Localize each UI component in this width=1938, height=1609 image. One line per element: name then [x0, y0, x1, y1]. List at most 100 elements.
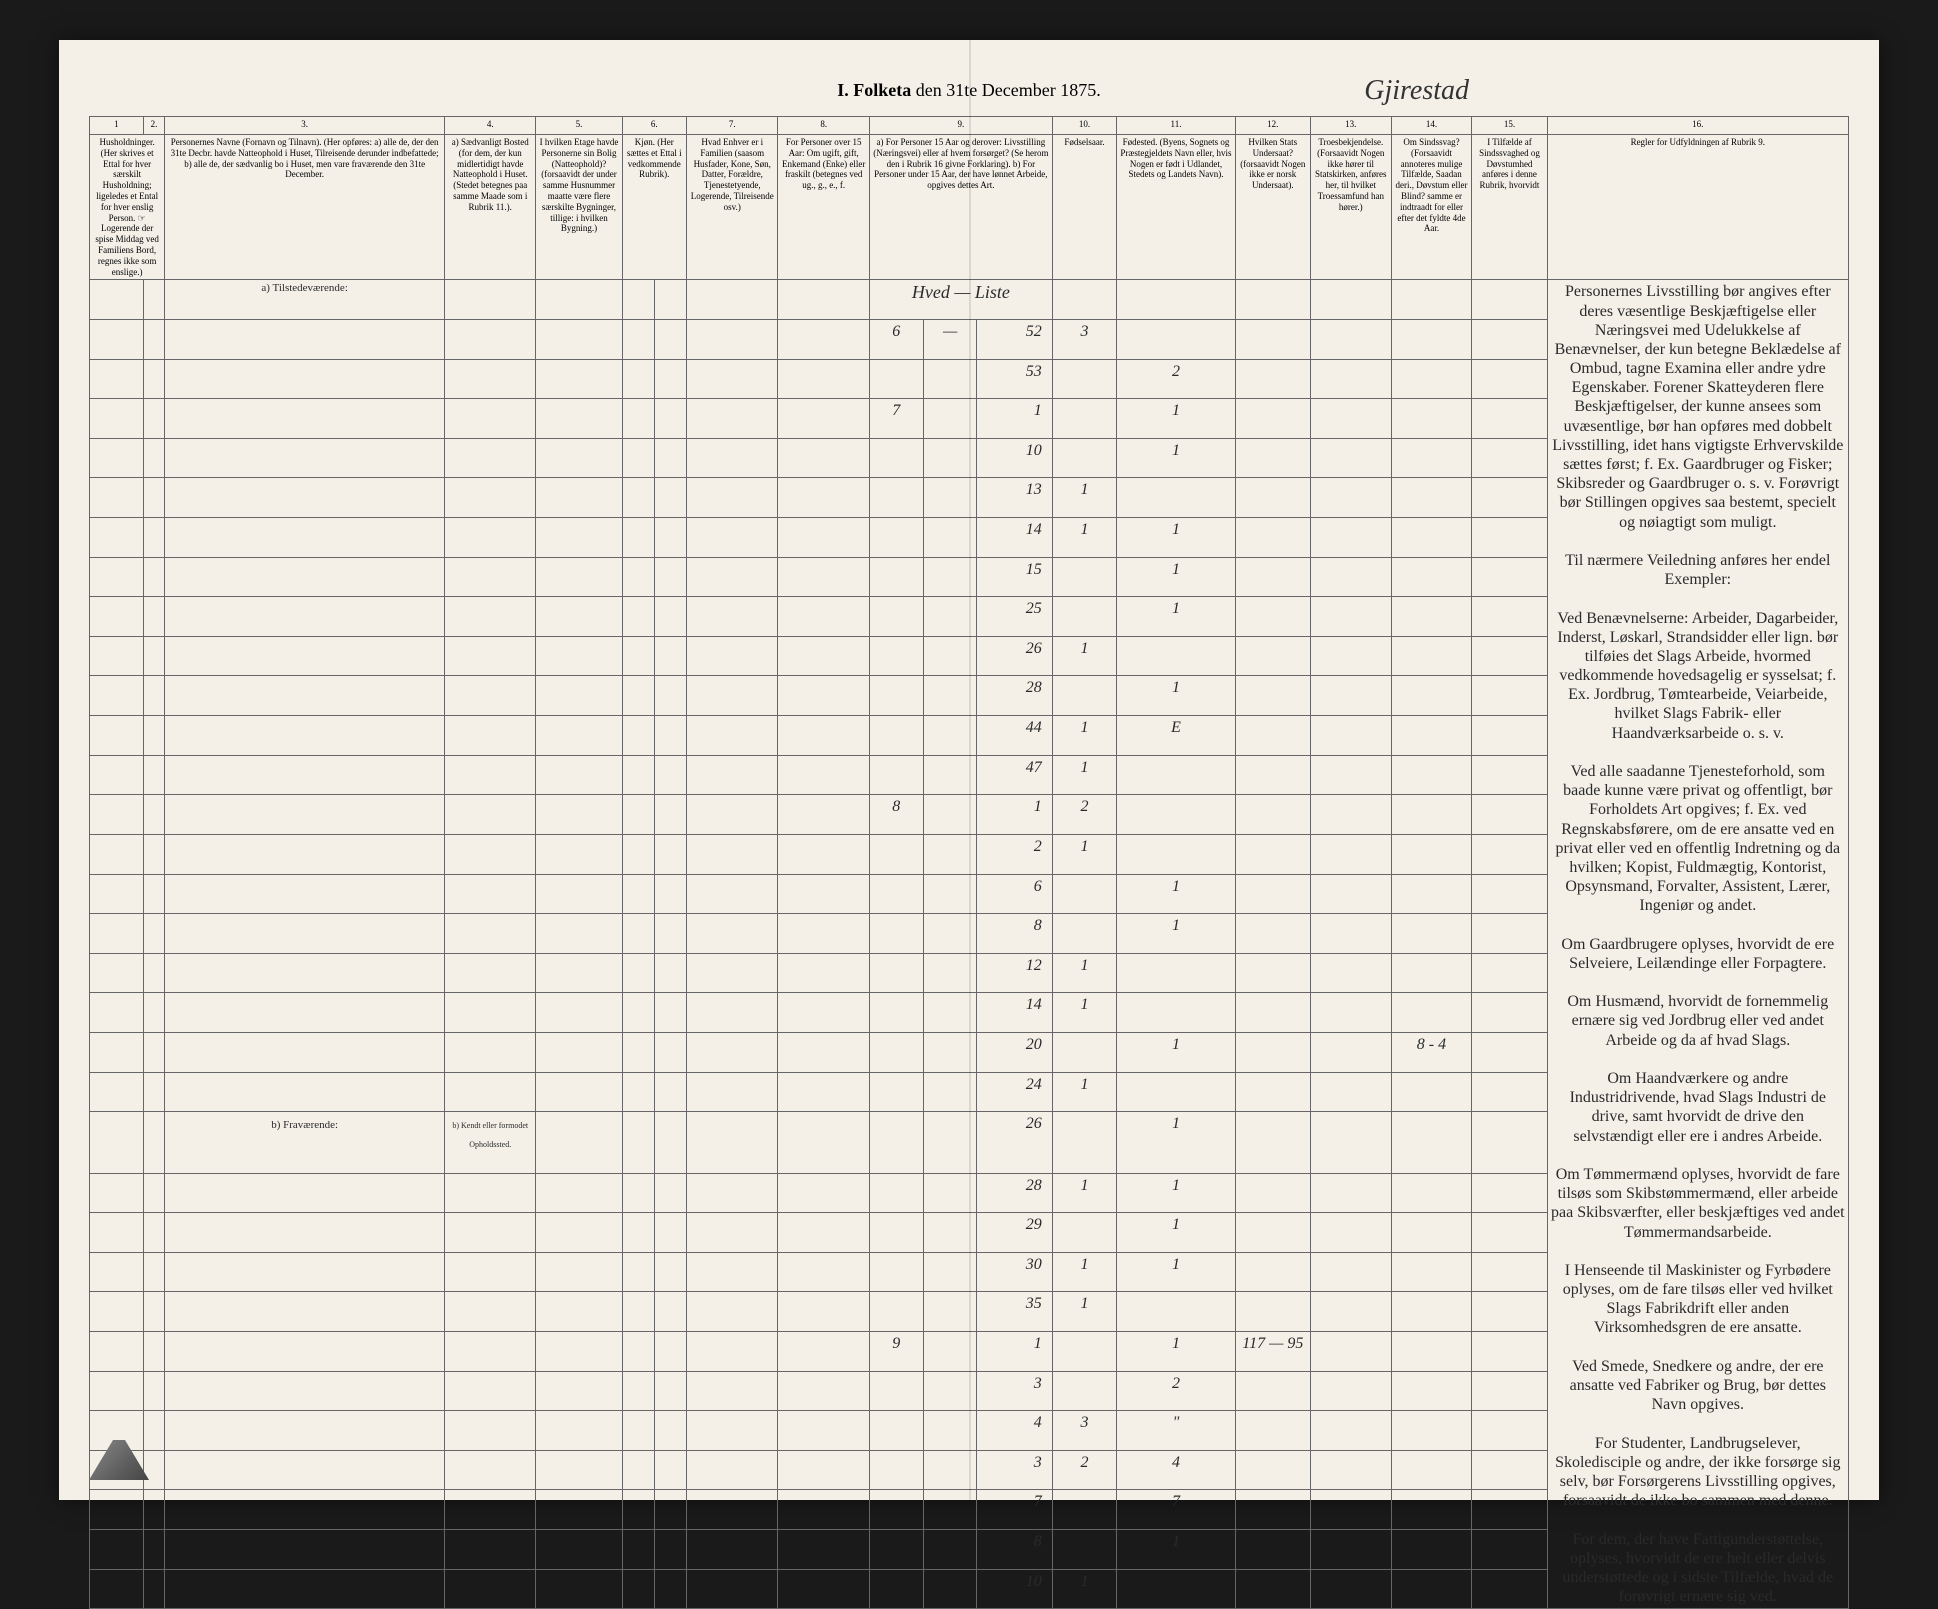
col-num-1: 1: [90, 117, 144, 135]
district-name: Gjirestad: [1364, 75, 1469, 107]
cell-names: [165, 1530, 445, 1570]
cell-9a: [869, 914, 923, 954]
cell-12: [1235, 636, 1310, 676]
cell-10: [1052, 676, 1117, 716]
cell-12: [1235, 1252, 1310, 1292]
cell-11: ": [1117, 1411, 1235, 1451]
cell-12: [1235, 399, 1310, 439]
cell-4: [445, 834, 536, 874]
hdr-15: I Tilfælde af Sindssvaghed og Døvstumhed…: [1472, 135, 1547, 280]
cell-11: 1: [1117, 1112, 1235, 1173]
cell-11: 2: [1117, 1371, 1235, 1411]
hdr-14: Om Sindssvag? (Forsaavidt annoteres muli…: [1391, 135, 1472, 280]
cell-4: [445, 1072, 536, 1112]
cell-12: [1235, 1213, 1310, 1253]
cell-11: [1117, 834, 1235, 874]
cell-14: [1391, 716, 1472, 756]
cell-10: [1052, 438, 1117, 478]
col-num-7: 7.: [687, 117, 778, 135]
cell-12: [1235, 716, 1310, 756]
cell-9a: [869, 874, 923, 914]
cell-14: [1391, 399, 1472, 439]
cell-9c: 35: [977, 1292, 1052, 1332]
cell-names: [165, 478, 445, 518]
cell-12: [1235, 1569, 1310, 1609]
cell-9c: 15: [977, 557, 1052, 597]
cell-9c: 30: [977, 1252, 1052, 1292]
cell-11: 1: [1117, 914, 1235, 954]
cell-names: [165, 834, 445, 874]
hdr-8: For Personer over 15 Aar: Om ugift, gift…: [778, 135, 869, 280]
cell-9a: [869, 953, 923, 993]
cell-names: [165, 1173, 445, 1213]
col-num-15: 15.: [1472, 117, 1547, 135]
cell-14: [1391, 1213, 1472, 1253]
col-num-4: 4.: [445, 117, 536, 135]
cell-14: 8 - 4: [1391, 1032, 1472, 1072]
cell-4: [445, 874, 536, 914]
cell-11: [1117, 636, 1235, 676]
hdr-6: Kjøn. (Her sættes et Ettal i vedkommende…: [622, 135, 687, 280]
cell-9a: [869, 597, 923, 637]
page-fold: [969, 40, 971, 1500]
cell-9c: 1: [977, 399, 1052, 439]
hdr-10: Fødselsaar.: [1052, 135, 1117, 280]
cell-11: 2: [1117, 359, 1235, 399]
cell-9c: 29: [977, 1213, 1052, 1253]
cell-9a: [869, 1411, 923, 1451]
cell-12: [1235, 874, 1310, 914]
cell-9a: [869, 636, 923, 676]
cell-12: [1235, 557, 1310, 597]
census-page: I. Folketa den 31te December 1875. Gjire…: [59, 40, 1879, 1500]
cell-9a: [869, 1173, 923, 1213]
cell-14: [1391, 795, 1472, 835]
cell-12: [1235, 953, 1310, 993]
section-present-label: a) Tilstedeværende:: [165, 280, 445, 320]
cell-14: [1391, 993, 1472, 1033]
cell-12: [1235, 1032, 1310, 1072]
cell-14: [1391, 1252, 1472, 1292]
cell-names: [165, 1331, 445, 1371]
cell-10: 1: [1052, 1252, 1117, 1292]
handwritten-header: Hved — Liste: [869, 280, 1052, 320]
cell-names: [165, 1032, 445, 1072]
cell-9c: 20: [977, 1032, 1052, 1072]
cell-11: 1: [1117, 438, 1235, 478]
cell-9c: 25: [977, 597, 1052, 637]
cell-12: [1235, 1173, 1310, 1213]
cell-10: 1: [1052, 1173, 1117, 1213]
cell-4: [445, 478, 536, 518]
cell-11: 1: [1117, 874, 1235, 914]
col-num-6: 6.: [622, 117, 687, 135]
cell-names: [165, 914, 445, 954]
hdr-16: Regler for Udfyldningen af Rubrik 9.: [1547, 135, 1848, 280]
cell-10: [1052, 1032, 1117, 1072]
cell-12: [1235, 1292, 1310, 1332]
cell-11: 7: [1117, 1490, 1235, 1530]
cell-10: [1052, 1490, 1117, 1530]
cell-11: 1: [1117, 1530, 1235, 1570]
cell-4: [445, 399, 536, 439]
hdr-7: Hvad Enhver er i Familien (saasom Husfad…: [687, 135, 778, 280]
cell-10: 1: [1052, 993, 1117, 1033]
page-title-row: I. Folketa den 31te December 1875. Gjire…: [89, 80, 1849, 101]
cell-9c: 1: [977, 795, 1052, 835]
cell-9c: 28: [977, 676, 1052, 716]
cell-11: E: [1117, 716, 1235, 756]
cell-names: [165, 319, 445, 359]
cell-9a: 9: [869, 1331, 923, 1371]
cell-9c: 3: [977, 1450, 1052, 1490]
cell-12: [1235, 834, 1310, 874]
cell-4: [445, 1032, 536, 1072]
cell-names: [165, 1490, 445, 1530]
hdr-11: Fødested. (Byens, Sognets og Præstegjeld…: [1117, 135, 1235, 280]
cell-10: 1: [1052, 478, 1117, 518]
cell-12: [1235, 676, 1310, 716]
cell-14: [1391, 676, 1472, 716]
instructions-text: Personernes Livsstilling bør angives eft…: [1547, 280, 1848, 1609]
cell-14: [1391, 1112, 1472, 1173]
cell-names: b) Fraværende:: [165, 1112, 445, 1173]
cell-4: [445, 716, 536, 756]
cell-9c: 1: [977, 1331, 1052, 1371]
title-prefix: I. Folketa: [837, 80, 911, 100]
